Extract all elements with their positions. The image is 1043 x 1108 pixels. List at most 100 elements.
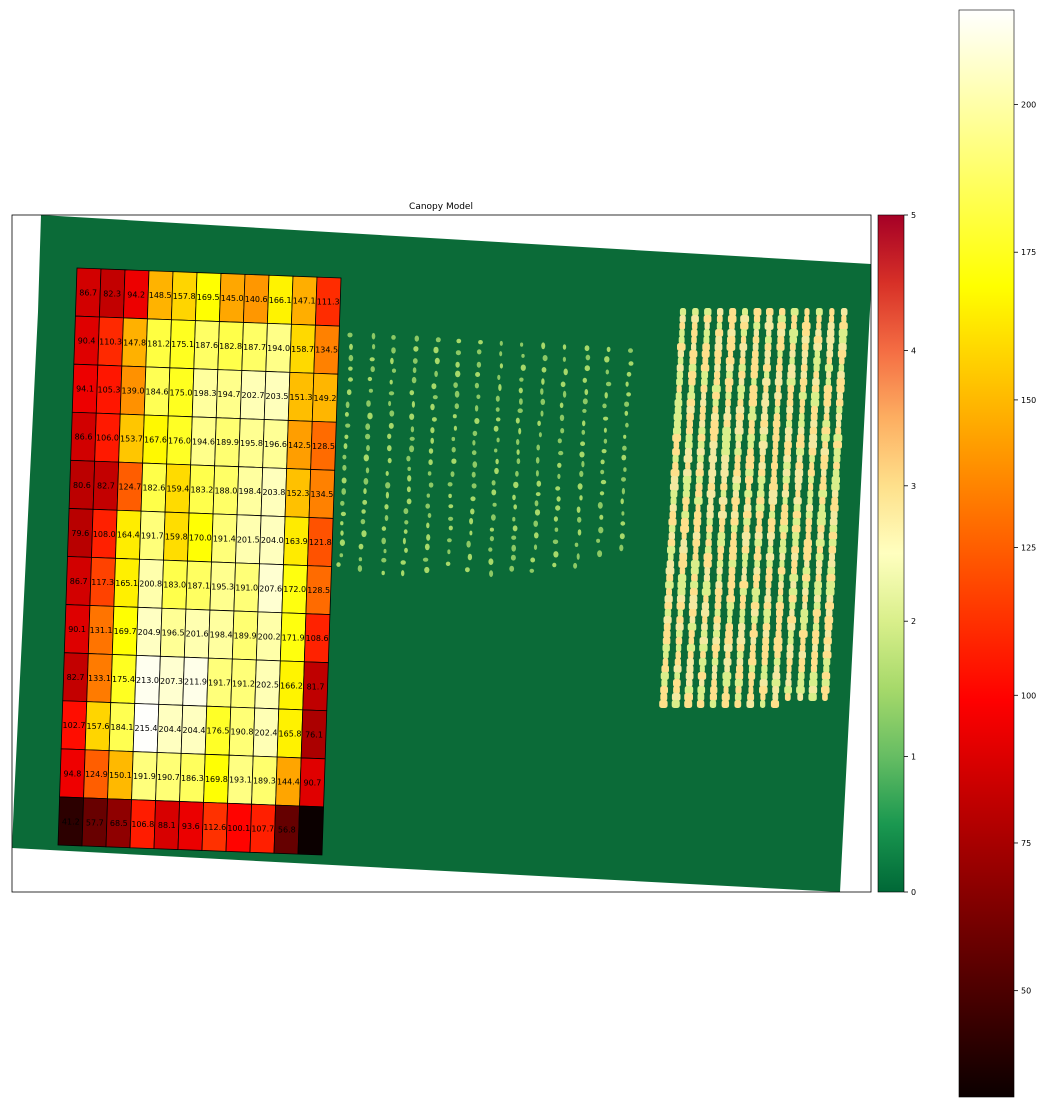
grid-cell-label: 200.2 <box>258 632 281 641</box>
plant-dot <box>534 500 539 507</box>
grid-cell-label: 140.6 <box>245 295 268 304</box>
grid-cell-label: 88.1 <box>158 821 176 830</box>
plant-dot <box>621 477 626 482</box>
plant-segment <box>686 644 696 652</box>
plant-segment <box>688 630 695 638</box>
plant-segment <box>685 427 693 435</box>
plant-segment <box>663 623 671 631</box>
plant-segment <box>679 546 688 554</box>
plant-dot <box>492 502 497 507</box>
plant-segment <box>823 399 832 407</box>
plant-segment <box>671 693 681 701</box>
plant-dot <box>340 530 344 536</box>
plant-segment <box>812 609 821 617</box>
plant-dot <box>432 395 438 400</box>
plant-dot <box>365 423 371 431</box>
plant-dot <box>513 481 519 489</box>
plant-segment <box>770 476 778 484</box>
plant-segment <box>779 560 785 568</box>
grid-cell-label: 152.3 <box>286 489 309 498</box>
grid-cell-label: 105.3 <box>98 386 121 395</box>
plant-dot <box>447 549 451 555</box>
grid-cell-label: 108.0 <box>93 530 116 539</box>
plant-segment <box>810 420 818 428</box>
plant-dot <box>495 395 500 402</box>
plant-dot <box>579 495 583 501</box>
plant-dot <box>601 449 607 454</box>
plant-segment <box>738 630 745 638</box>
plant-segment <box>812 644 818 652</box>
plant-segment <box>779 546 787 554</box>
plant-segment <box>661 679 668 687</box>
plant-dot <box>604 392 608 399</box>
plant-segment <box>750 371 758 379</box>
plant-segment <box>827 329 835 337</box>
plant-segment <box>800 616 808 624</box>
plant-dot <box>495 417 501 422</box>
plant-segment <box>680 539 688 547</box>
plant-dot <box>422 557 429 562</box>
plant-segment <box>760 420 769 428</box>
plant-segment <box>792 511 802 519</box>
grid-cell-label: 207.3 <box>160 677 183 686</box>
plant-segment <box>684 700 693 708</box>
plant-dot <box>426 534 431 541</box>
plant-dot <box>577 483 583 490</box>
plant-dot <box>534 532 539 539</box>
colorbar-tick-label: 75 <box>1021 839 1031 848</box>
plant-segment <box>776 364 783 372</box>
plant-segment <box>676 630 683 638</box>
plant-segment <box>753 581 760 589</box>
grid-cell-label: 147.8 <box>123 338 146 347</box>
colorbar-tick-label: 175 <box>1021 248 1036 257</box>
plant-segment <box>779 553 786 561</box>
plant-segment <box>725 364 734 372</box>
plant-segment <box>716 322 723 330</box>
plant-segment <box>764 357 771 365</box>
plant-segment <box>788 588 798 596</box>
plant-segment <box>771 679 781 687</box>
plant-dot <box>411 376 417 384</box>
plant-segment <box>841 315 847 323</box>
plant-segment <box>783 455 792 463</box>
plant-segment <box>708 476 715 484</box>
plant-dot <box>384 504 389 510</box>
plant-segment <box>808 693 817 701</box>
plant-segment <box>762 392 769 400</box>
plant-segment <box>774 392 782 400</box>
plant-segment <box>746 483 752 491</box>
plant-segment <box>833 455 841 463</box>
plant-segment <box>826 350 834 358</box>
grid-cell-label: 204.4 <box>159 725 182 734</box>
grid-cell-label: 170.0 <box>189 534 212 543</box>
grid-cell-label: 142.5 <box>288 441 311 450</box>
plant-segment <box>714 343 723 351</box>
plant-segment <box>683 483 691 491</box>
grid-cell-label: 82.3 <box>103 289 121 298</box>
plant-segment <box>761 644 769 652</box>
plant-segment <box>691 343 697 351</box>
grid-cell-label: 166.2 <box>280 681 303 690</box>
grid-cell-label: 202.4 <box>255 729 278 738</box>
plant-dot <box>388 422 394 429</box>
plant-segment <box>706 511 714 519</box>
plant-segment <box>833 448 841 456</box>
plant-segment <box>725 385 733 393</box>
plant-dot <box>533 544 538 550</box>
plant-dot <box>536 480 542 487</box>
plant-segment <box>710 686 718 694</box>
plant-segment <box>725 651 731 659</box>
plant-dot <box>555 486 561 491</box>
plant-segment <box>722 441 730 449</box>
plant-segment <box>814 581 822 589</box>
plant-segment <box>709 693 717 701</box>
grid-cell-label: 191.0 <box>235 583 258 592</box>
grid-cell-label: 189.3 <box>253 777 276 786</box>
grid-cell-label: 187.7 <box>243 343 266 352</box>
plant-segment <box>677 581 686 589</box>
plant-segment <box>728 567 736 575</box>
plant-segment <box>782 483 789 491</box>
plant-segment <box>742 308 748 316</box>
plant-segment <box>670 497 677 505</box>
plant-dot <box>474 382 479 389</box>
